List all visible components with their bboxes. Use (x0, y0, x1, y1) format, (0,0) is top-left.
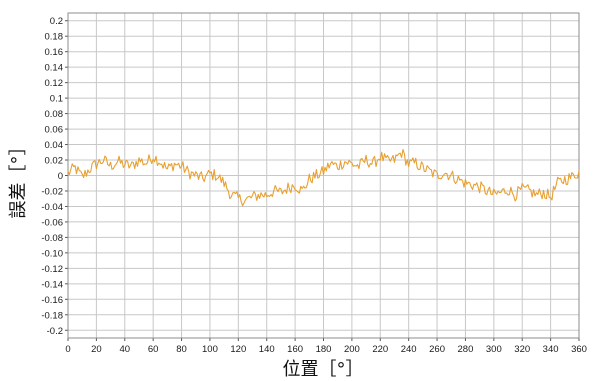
x-tick-label: 20 (91, 344, 102, 355)
x-tick-label: 200 (344, 344, 360, 355)
x-tick-label: 360 (571, 344, 587, 355)
y-axis-title: 誤差［°］ (8, 138, 29, 219)
y-tick-label: 0.18 (45, 32, 64, 43)
y-tick-label: -0.02 (41, 186, 63, 197)
x-axis-title: 位置［°］ (283, 359, 364, 380)
y-tick-label: 0.12 (45, 78, 64, 89)
x-tick-label: 220 (372, 344, 388, 355)
grid-lines (65, 13, 580, 341)
x-tick-label: 300 (486, 344, 502, 355)
y-tick-label: 0.1 (50, 94, 63, 105)
x-axis-tick-labels: 0 20 40 60 80 100 120 140 160 180 200 220 240 260 280 3… (65, 344, 587, 355)
y-tick-label: -0.2 (47, 326, 63, 337)
y-tick-label: -0.04 (41, 202, 63, 213)
y-tick-label: -0.18 (41, 310, 63, 321)
y-tick-label: -0.16 (41, 295, 63, 306)
x-tick-label: 80 (176, 344, 187, 355)
error-series-line (67, 148, 580, 207)
y-tick-label: -0.14 (41, 279, 63, 290)
y-tick-label: -0.12 (41, 264, 63, 275)
y-tick-label: 0.2 (50, 16, 63, 27)
y-tick-label: -0.10 (41, 248, 63, 259)
x-tick-label: 180 (316, 344, 332, 355)
y-tick-label: 0.16 (45, 47, 64, 58)
y-tick-label: 0.14 (45, 63, 64, 74)
y-tick-label: 0.02 (45, 156, 64, 167)
y-tick-label: 0 (58, 171, 63, 182)
x-tick-label: 340 (543, 344, 559, 355)
x-tick-label: 280 (458, 344, 474, 355)
x-tick-label: 160 (287, 344, 303, 355)
x-tick-label: 100 (202, 344, 218, 355)
x-tick-label: 320 (514, 344, 530, 355)
y-tick-label: 0.06 (45, 125, 64, 136)
y-tick-label: -0.08 (41, 233, 63, 244)
x-tick-label: 240 (401, 344, 417, 355)
x-tick-label: 40 (119, 344, 130, 355)
x-tick-label: 120 (230, 344, 246, 355)
y-tick-label: 0.04 (45, 140, 64, 151)
x-tick-label: 0 (65, 344, 70, 355)
x-tick-label: 60 (148, 344, 159, 355)
y-axis-tick-labels: 0.2 0.18 0.16 0.14 0.12 0.1 0.08 0.06 0.04 0.02 0 -… (41, 16, 63, 337)
x-tick-label: 140 (259, 344, 275, 355)
plot-area-frame (67, 12, 580, 339)
x-tick-label: 260 (429, 344, 445, 355)
y-tick-label: 0.08 (45, 109, 64, 120)
y-tick-label: -0.06 (41, 217, 63, 228)
